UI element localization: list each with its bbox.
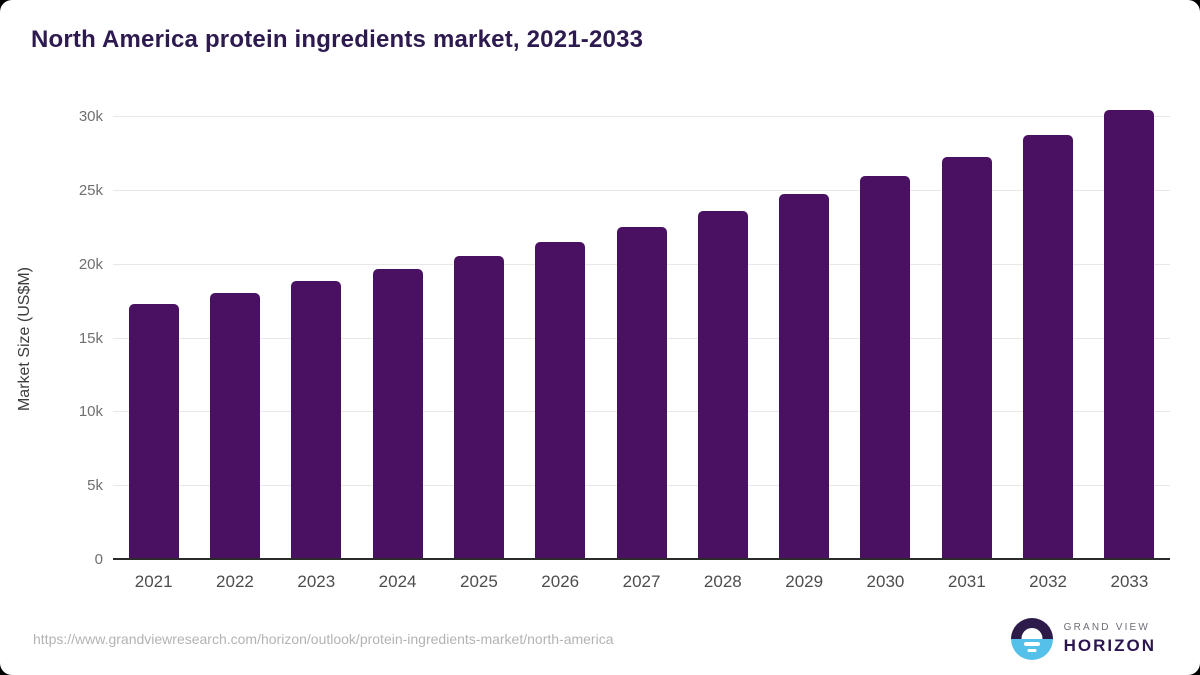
x-label-2022: 2022	[216, 572, 254, 591]
bar-2025	[453, 256, 504, 558]
bar-2030	[860, 176, 911, 558]
bar-slot-2024	[357, 98, 438, 558]
bar-slot-2023	[276, 98, 357, 558]
bar-2033	[1104, 109, 1155, 558]
bar-2021	[128, 304, 179, 558]
logo-line-horizon: HORIZON	[1063, 635, 1156, 655]
chart-title: North America protein ingredients market…	[31, 26, 644, 53]
bar-slot-2031	[926, 98, 1007, 558]
bar-slot-2032	[1007, 98, 1088, 558]
y-tick-label-5k: 5k	[87, 477, 103, 495]
bar-2029	[779, 194, 830, 558]
bar-2028	[697, 210, 748, 558]
x-label-2027: 2027	[622, 572, 661, 591]
grand-view-horizon-logo: GRAND VIEW HORIZON	[1010, 618, 1156, 660]
x-label-2032: 2032	[1029, 572, 1067, 591]
source-url: https://www.grandviewresearch.com/horizo…	[33, 631, 614, 647]
bar-slot-2028	[682, 98, 763, 558]
y-axis-title: Market Size (US$M)	[16, 266, 33, 412]
x-label-2026: 2026	[541, 572, 580, 591]
bar-slot-2027	[601, 98, 682, 558]
bar-slot-2021	[113, 98, 194, 558]
logo-line-grand-view: GRAND VIEW	[1063, 622, 1151, 634]
logo-wordmark: GRAND VIEW HORIZON	[1064, 622, 1156, 656]
bars-row	[113, 98, 1170, 558]
sun-dome-shape	[1021, 628, 1043, 639]
y-tick-label-15k: 15k	[78, 329, 103, 347]
footer: https://www.grandviewresearch.com/horizo…	[0, 612, 1200, 666]
gridline-25k	[113, 189, 1170, 191]
bar-2026	[535, 242, 586, 558]
bar-slot-2033	[1089, 98, 1170, 558]
y-tick-label-0: 0	[94, 551, 103, 568]
reflection-line-2	[1027, 648, 1037, 652]
y-tick-label-30k: 30k	[78, 108, 103, 125]
y-tick-label-25k: 25k	[78, 181, 103, 199]
x-label-2028: 2028	[703, 572, 742, 591]
x-label-2031: 2031	[947, 572, 986, 591]
gridline-0	[113, 558, 1170, 560]
plot-area: 0 5k 10k 15k 20k 25k 30k 2021 2022 2023 2024 2025 2…	[79, 98, 1170, 591]
x-label-2029: 2029	[785, 572, 824, 591]
x-label-2021: 2021	[134, 572, 173, 591]
bar-slot-2026	[520, 98, 601, 558]
reflection-line-1	[1023, 642, 1040, 646]
bar-2031	[941, 157, 992, 558]
x-label-2025: 2025	[459, 572, 498, 591]
bar-slot-2022	[194, 98, 275, 558]
bar-2024	[372, 268, 423, 558]
bar-slot-2025	[438, 98, 519, 558]
x-label-2030: 2030	[866, 572, 905, 591]
x-axis-labels: 2021 2022 2023 2024 2025 2026 2027 2028 2029 2030…	[113, 572, 1170, 592]
bar-slot-2030	[845, 98, 926, 558]
bar-2027	[616, 227, 667, 558]
gridline-30k	[113, 116, 1170, 117]
y-tick-label-10k: 10k	[78, 403, 103, 421]
bar-slot-2029	[764, 98, 845, 558]
x-label-2024: 2024	[378, 572, 417, 591]
bar-2032	[1023, 134, 1074, 558]
horizon-sun-icon	[1010, 618, 1053, 660]
bar-2022	[209, 292, 260, 558]
bar-2023	[291, 281, 342, 558]
x-label-2023: 2023	[297, 572, 336, 591]
y-tick-label-20k: 20k	[78, 255, 103, 273]
x-label-2033: 2033	[1110, 572, 1149, 591]
